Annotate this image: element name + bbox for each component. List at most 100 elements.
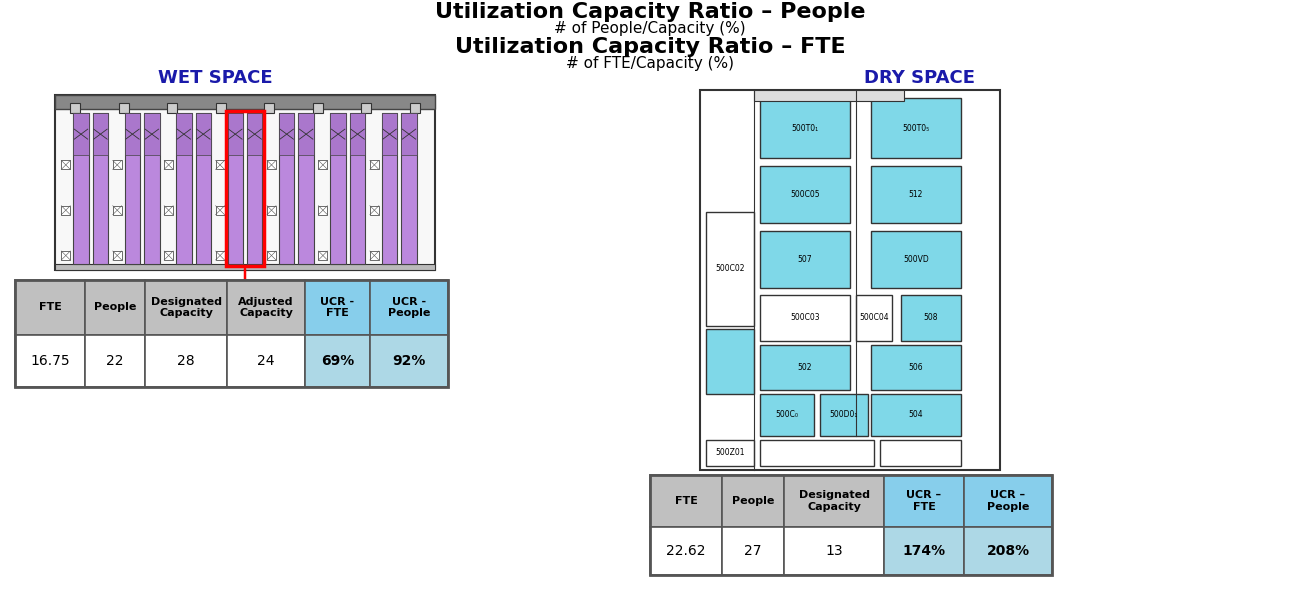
Bar (280, 113, 294, 155)
Bar (871, 394, 961, 436)
Bar (855, 295, 892, 341)
Bar (330, 113, 346, 264)
Text: 500VD: 500VD (903, 254, 929, 263)
Bar (146, 335, 227, 387)
Bar (299, 113, 313, 264)
Bar (176, 113, 191, 264)
Text: 27: 27 (744, 544, 762, 558)
Bar (965, 527, 1052, 575)
Bar (760, 98, 850, 158)
Text: 500C04: 500C04 (859, 313, 889, 322)
Bar (410, 103, 420, 113)
Bar (216, 251, 225, 260)
Text: Adjusted
Capacity: Adjusted Capacity (238, 296, 294, 318)
Bar (330, 113, 346, 155)
Text: 208%: 208% (987, 544, 1030, 558)
Bar (318, 251, 328, 260)
Bar (784, 527, 884, 575)
Bar (84, 280, 146, 335)
Bar (247, 113, 263, 264)
Bar (92, 113, 108, 264)
Text: 508: 508 (924, 313, 939, 322)
Text: 13: 13 (826, 544, 842, 558)
Bar (70, 103, 81, 113)
Bar (722, 475, 784, 527)
Bar (216, 206, 225, 215)
Bar (73, 113, 88, 264)
Bar (306, 280, 370, 335)
Bar (370, 160, 378, 169)
Text: # of FTE/Capacity (%): # of FTE/Capacity (%) (566, 56, 734, 71)
Text: Designated
Capacity: Designated Capacity (151, 296, 221, 318)
Bar (884, 527, 965, 575)
Bar (61, 206, 70, 215)
Bar (168, 103, 177, 113)
Bar (784, 475, 884, 527)
Text: People: People (94, 302, 136, 313)
Bar (706, 329, 754, 394)
Bar (61, 251, 70, 260)
Bar (264, 103, 274, 113)
Text: 22.62: 22.62 (666, 544, 706, 558)
Bar (164, 206, 173, 215)
Text: 500T0₅: 500T0₅ (902, 124, 930, 133)
Bar (164, 251, 173, 260)
Bar (113, 160, 122, 169)
Bar (871, 230, 961, 287)
Bar (370, 335, 448, 387)
Bar (313, 103, 322, 113)
Bar (760, 166, 850, 223)
Bar (306, 335, 370, 387)
Bar (226, 111, 264, 266)
Text: 16.75: 16.75 (30, 354, 70, 368)
Bar (299, 113, 313, 155)
Text: 174%: 174% (902, 544, 945, 558)
Bar (16, 335, 84, 387)
Bar (144, 113, 160, 264)
Bar (280, 113, 294, 264)
Bar (722, 527, 784, 575)
Bar (146, 280, 227, 335)
Bar (195, 113, 211, 264)
Text: 500C₀: 500C₀ (776, 410, 798, 419)
Bar (266, 206, 276, 215)
Bar (247, 113, 263, 155)
Bar (55, 95, 436, 270)
Bar (760, 230, 850, 287)
Bar (227, 280, 306, 335)
Bar (318, 160, 328, 169)
Bar (370, 251, 378, 260)
Text: 507: 507 (798, 254, 812, 263)
Bar (227, 113, 243, 155)
Bar (871, 344, 961, 390)
Text: 69%: 69% (321, 354, 354, 368)
Bar (318, 206, 328, 215)
Text: 500C05: 500C05 (790, 190, 820, 199)
Text: DRY SPACE: DRY SPACE (864, 69, 975, 87)
Bar (350, 113, 365, 155)
Bar (125, 113, 140, 155)
Bar (16, 280, 448, 387)
Bar (965, 475, 1052, 527)
Bar (820, 394, 868, 436)
Text: 22: 22 (107, 354, 124, 368)
Text: UCR -
FTE: UCR - FTE (320, 296, 355, 318)
Bar (884, 475, 965, 527)
Text: 500Z01: 500Z01 (715, 448, 745, 457)
Text: UCR -
People: UCR - People (387, 296, 430, 318)
Text: 500T0₁: 500T0₁ (792, 124, 819, 133)
Bar (61, 160, 70, 169)
Bar (382, 113, 398, 264)
Bar (754, 90, 904, 101)
Bar (55, 95, 436, 109)
Bar (144, 113, 160, 155)
Text: Utilization Capacity Ratio – People: Utilization Capacity Ratio – People (434, 2, 866, 22)
Text: UCR –
People: UCR – People (987, 490, 1030, 512)
Bar (871, 98, 961, 158)
Bar (227, 335, 306, 387)
Text: UCR –
FTE: UCR – FTE (906, 490, 941, 512)
Bar (370, 280, 448, 335)
Bar (118, 103, 129, 113)
Text: Shared Equipment
Benches: Shared Equipment Benches (195, 302, 311, 330)
Text: WET SPACE: WET SPACE (157, 69, 272, 87)
